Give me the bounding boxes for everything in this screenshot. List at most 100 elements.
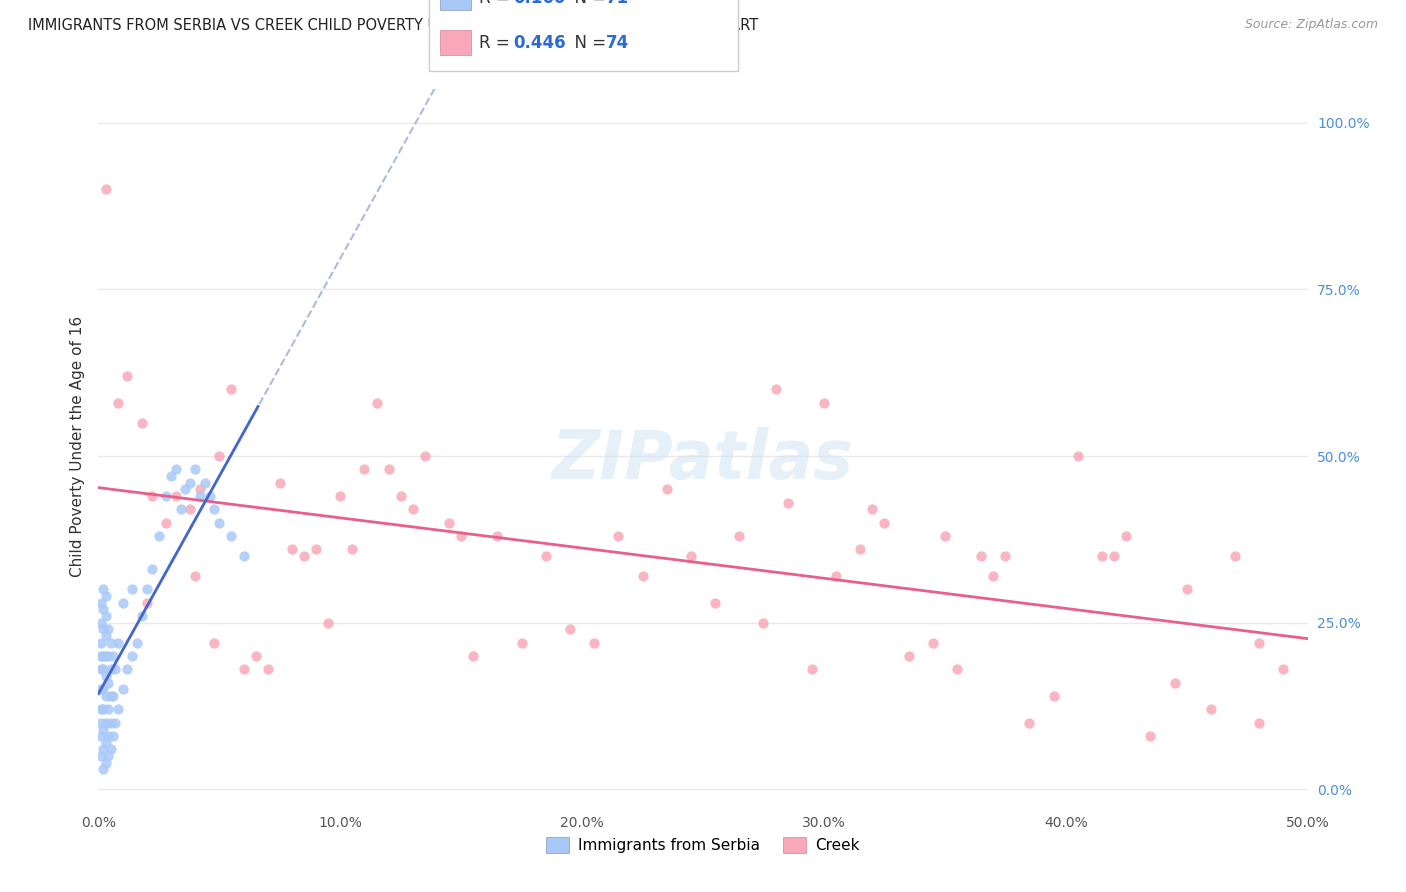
Point [389, 489, 412, 503]
Text: R =: R = [479, 34, 516, 52]
Point [1139, 729, 1161, 743]
Point [91, 682, 114, 697]
Point [94, 182, 117, 196]
Point [91, 662, 114, 676]
Point [91, 623, 114, 637]
Point [90, 662, 112, 676]
Point [100, 636, 122, 650]
Point [91, 742, 114, 756]
Text: 0.160: 0.160 [513, 0, 565, 6]
Text: 0.446: 0.446 [513, 34, 565, 52]
Point [1115, 529, 1137, 543]
Point [97, 729, 120, 743]
Point [90, 682, 112, 697]
Point [204, 636, 226, 650]
Point [825, 569, 848, 583]
Point [169, 502, 191, 516]
Point [94, 629, 117, 643]
Point [245, 649, 267, 664]
Point [91, 582, 114, 597]
Point [776, 496, 799, 510]
Point [849, 542, 872, 557]
Point [94, 649, 117, 664]
Point [1249, 715, 1271, 730]
Point [463, 649, 485, 664]
Point [402, 502, 425, 516]
Point [281, 542, 304, 557]
Point [221, 382, 243, 396]
Point [91, 702, 114, 716]
Point [366, 395, 388, 409]
Point [934, 529, 956, 543]
Point [141, 562, 163, 576]
Point [160, 469, 183, 483]
Text: 74: 74 [606, 34, 630, 52]
Text: 71: 71 [606, 0, 628, 6]
Point [704, 596, 727, 610]
Point [198, 489, 221, 503]
Text: ZIPatlas: ZIPatlas [553, 427, 853, 493]
Point [1163, 675, 1185, 690]
Point [184, 462, 207, 476]
Point [90, 729, 112, 743]
Point [97, 649, 120, 664]
Point [165, 489, 187, 503]
Point [90, 636, 112, 650]
Point [208, 516, 231, 530]
Point [104, 662, 127, 676]
Legend: Immigrants from Serbia, Creek: Immigrants from Serbia, Creek [540, 831, 866, 859]
Point [1199, 702, 1222, 716]
Point [94, 736, 117, 750]
Point [607, 529, 630, 543]
Point [1018, 715, 1040, 730]
Point [107, 636, 129, 650]
Point [131, 416, 153, 430]
Point [221, 529, 243, 543]
Point [104, 715, 127, 730]
Point [91, 723, 114, 737]
Point [155, 489, 177, 503]
Point [90, 715, 112, 730]
Point [1272, 662, 1295, 676]
Point [897, 649, 920, 664]
Point [94, 609, 117, 624]
Text: N =: N = [564, 34, 612, 52]
Point [90, 596, 112, 610]
Point [631, 569, 654, 583]
Point [204, 502, 226, 516]
Point [292, 549, 315, 563]
Point [107, 395, 129, 409]
Point [486, 529, 509, 543]
Point [800, 662, 823, 676]
Y-axis label: Child Poverty Under the Age of 16: Child Poverty Under the Age of 16 [69, 316, 84, 576]
Point [135, 582, 157, 597]
Point [94, 589, 117, 603]
Point [437, 516, 460, 530]
Point [90, 749, 112, 764]
Point [91, 649, 114, 664]
Point [1042, 689, 1064, 703]
Point [179, 475, 201, 490]
Point [100, 689, 122, 703]
Point [117, 662, 139, 676]
Point [970, 549, 993, 563]
Point [90, 702, 112, 716]
Point [121, 582, 143, 597]
Point [655, 483, 678, 497]
Point [316, 615, 339, 630]
Point [141, 489, 163, 503]
Point [188, 483, 211, 497]
Point [232, 549, 254, 563]
Point [100, 662, 122, 676]
Point [305, 542, 328, 557]
Point [94, 715, 117, 730]
Point [413, 449, 436, 463]
Point [921, 636, 943, 650]
Point [117, 368, 139, 383]
Point [174, 483, 197, 497]
Point [165, 462, 187, 476]
Point [873, 516, 896, 530]
Point [90, 649, 112, 664]
Point [752, 615, 775, 630]
Point [101, 689, 124, 703]
